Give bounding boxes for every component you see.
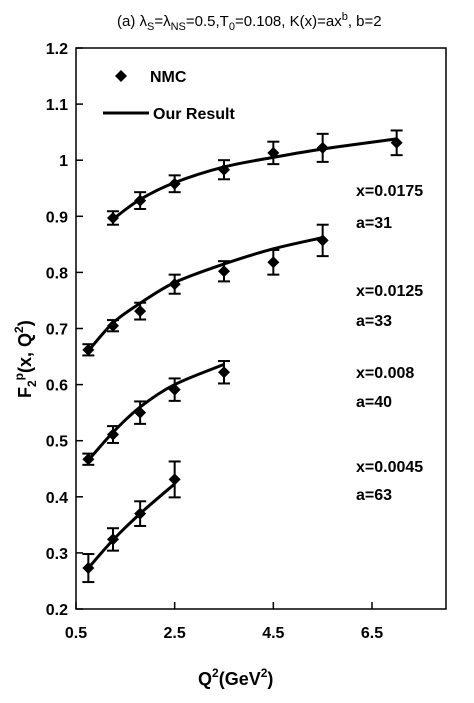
x-axis-title: Q2(GeV2) (198, 666, 273, 689)
x-tick-label: 4.5 (262, 625, 284, 642)
data-point (82, 562, 95, 575)
y-tick-label: 0.2 (46, 602, 68, 619)
data-point (107, 428, 119, 441)
data-point (168, 177, 181, 190)
data-point (168, 278, 181, 291)
data-point (316, 234, 329, 247)
x-tick-label: 0.5 (65, 625, 87, 642)
legend: NMC Our Result (103, 69, 235, 123)
data-point (267, 256, 280, 269)
data-point (82, 453, 95, 466)
x-tick-label: 2.5 (164, 625, 186, 642)
ticks-layer: 0.2 0.3 0.4 0.5 0.6 0.7 0.8 0.9 1 1.1 1.2 0.5 2.5 4.5… (46, 41, 383, 642)
data-point (134, 507, 147, 520)
data-point (134, 305, 147, 318)
data-point (82, 343, 95, 356)
data-point (218, 163, 230, 176)
y-tick-label: 0.8 (46, 265, 68, 282)
annotation-a-40: a=40 (356, 394, 392, 411)
data-point (390, 136, 403, 149)
annotation-x-0-0045: x=0.0045 (356, 459, 423, 476)
data-point (107, 211, 119, 224)
fit-line-series-2 (87, 363, 225, 462)
y-axis-title: F2p(x, Q2) (12, 320, 39, 398)
y-tick-label: 1 (59, 153, 68, 170)
legend-marker-nmc (115, 70, 127, 82)
data-point (218, 366, 230, 379)
data-point (168, 473, 181, 486)
annotation-a-63: a=63 (356, 487, 392, 504)
data-point (316, 141, 329, 154)
fit-line-series-3 (87, 482, 176, 570)
data-points-layer (82, 129, 403, 584)
annotation-x-0-0125: x=0.0125 (356, 283, 423, 300)
y-tick-label: 1.2 (46, 41, 68, 58)
chart-title: (a) λS=λNS=0.5,T0=0.108, K(x)=axb, b=2 (117, 11, 382, 33)
data-point (267, 146, 280, 159)
y-tick-label: 0.7 (46, 322, 68, 339)
data-point (107, 533, 119, 546)
data-point (134, 194, 147, 207)
x-tick-label: 6.5 (361, 625, 383, 642)
curve-annotations: x=0.0175 a=31 x=0.0125 a=33 x=0.008 a=40… (356, 183, 423, 504)
data-point (134, 406, 147, 419)
data-point (168, 383, 181, 396)
annotation-x-0-0175: x=0.0175 (356, 183, 423, 200)
data-point (218, 265, 230, 278)
y-tick-label: 0.5 (46, 434, 68, 451)
y-tick-label: 1.1 (46, 97, 68, 114)
legend-label-result: Our Result (153, 106, 235, 123)
annotation-a-31: a=31 (356, 215, 392, 232)
y-tick-label: 0.9 (46, 209, 68, 226)
fit-line-series-1 (87, 236, 323, 352)
y-tick-label: 0.4 (46, 490, 68, 507)
annotation-a-33: a=33 (356, 313, 392, 330)
fit-lines-layer (87, 137, 397, 570)
annotation-x-0-008: x=0.008 (356, 365, 414, 382)
y-tick-label: 0.3 (46, 546, 68, 563)
data-point (107, 319, 119, 332)
legend-label-nmc: NMC (150, 69, 187, 86)
fit-line-series-0 (112, 137, 397, 221)
y-tick-label: 0.6 (46, 378, 68, 395)
